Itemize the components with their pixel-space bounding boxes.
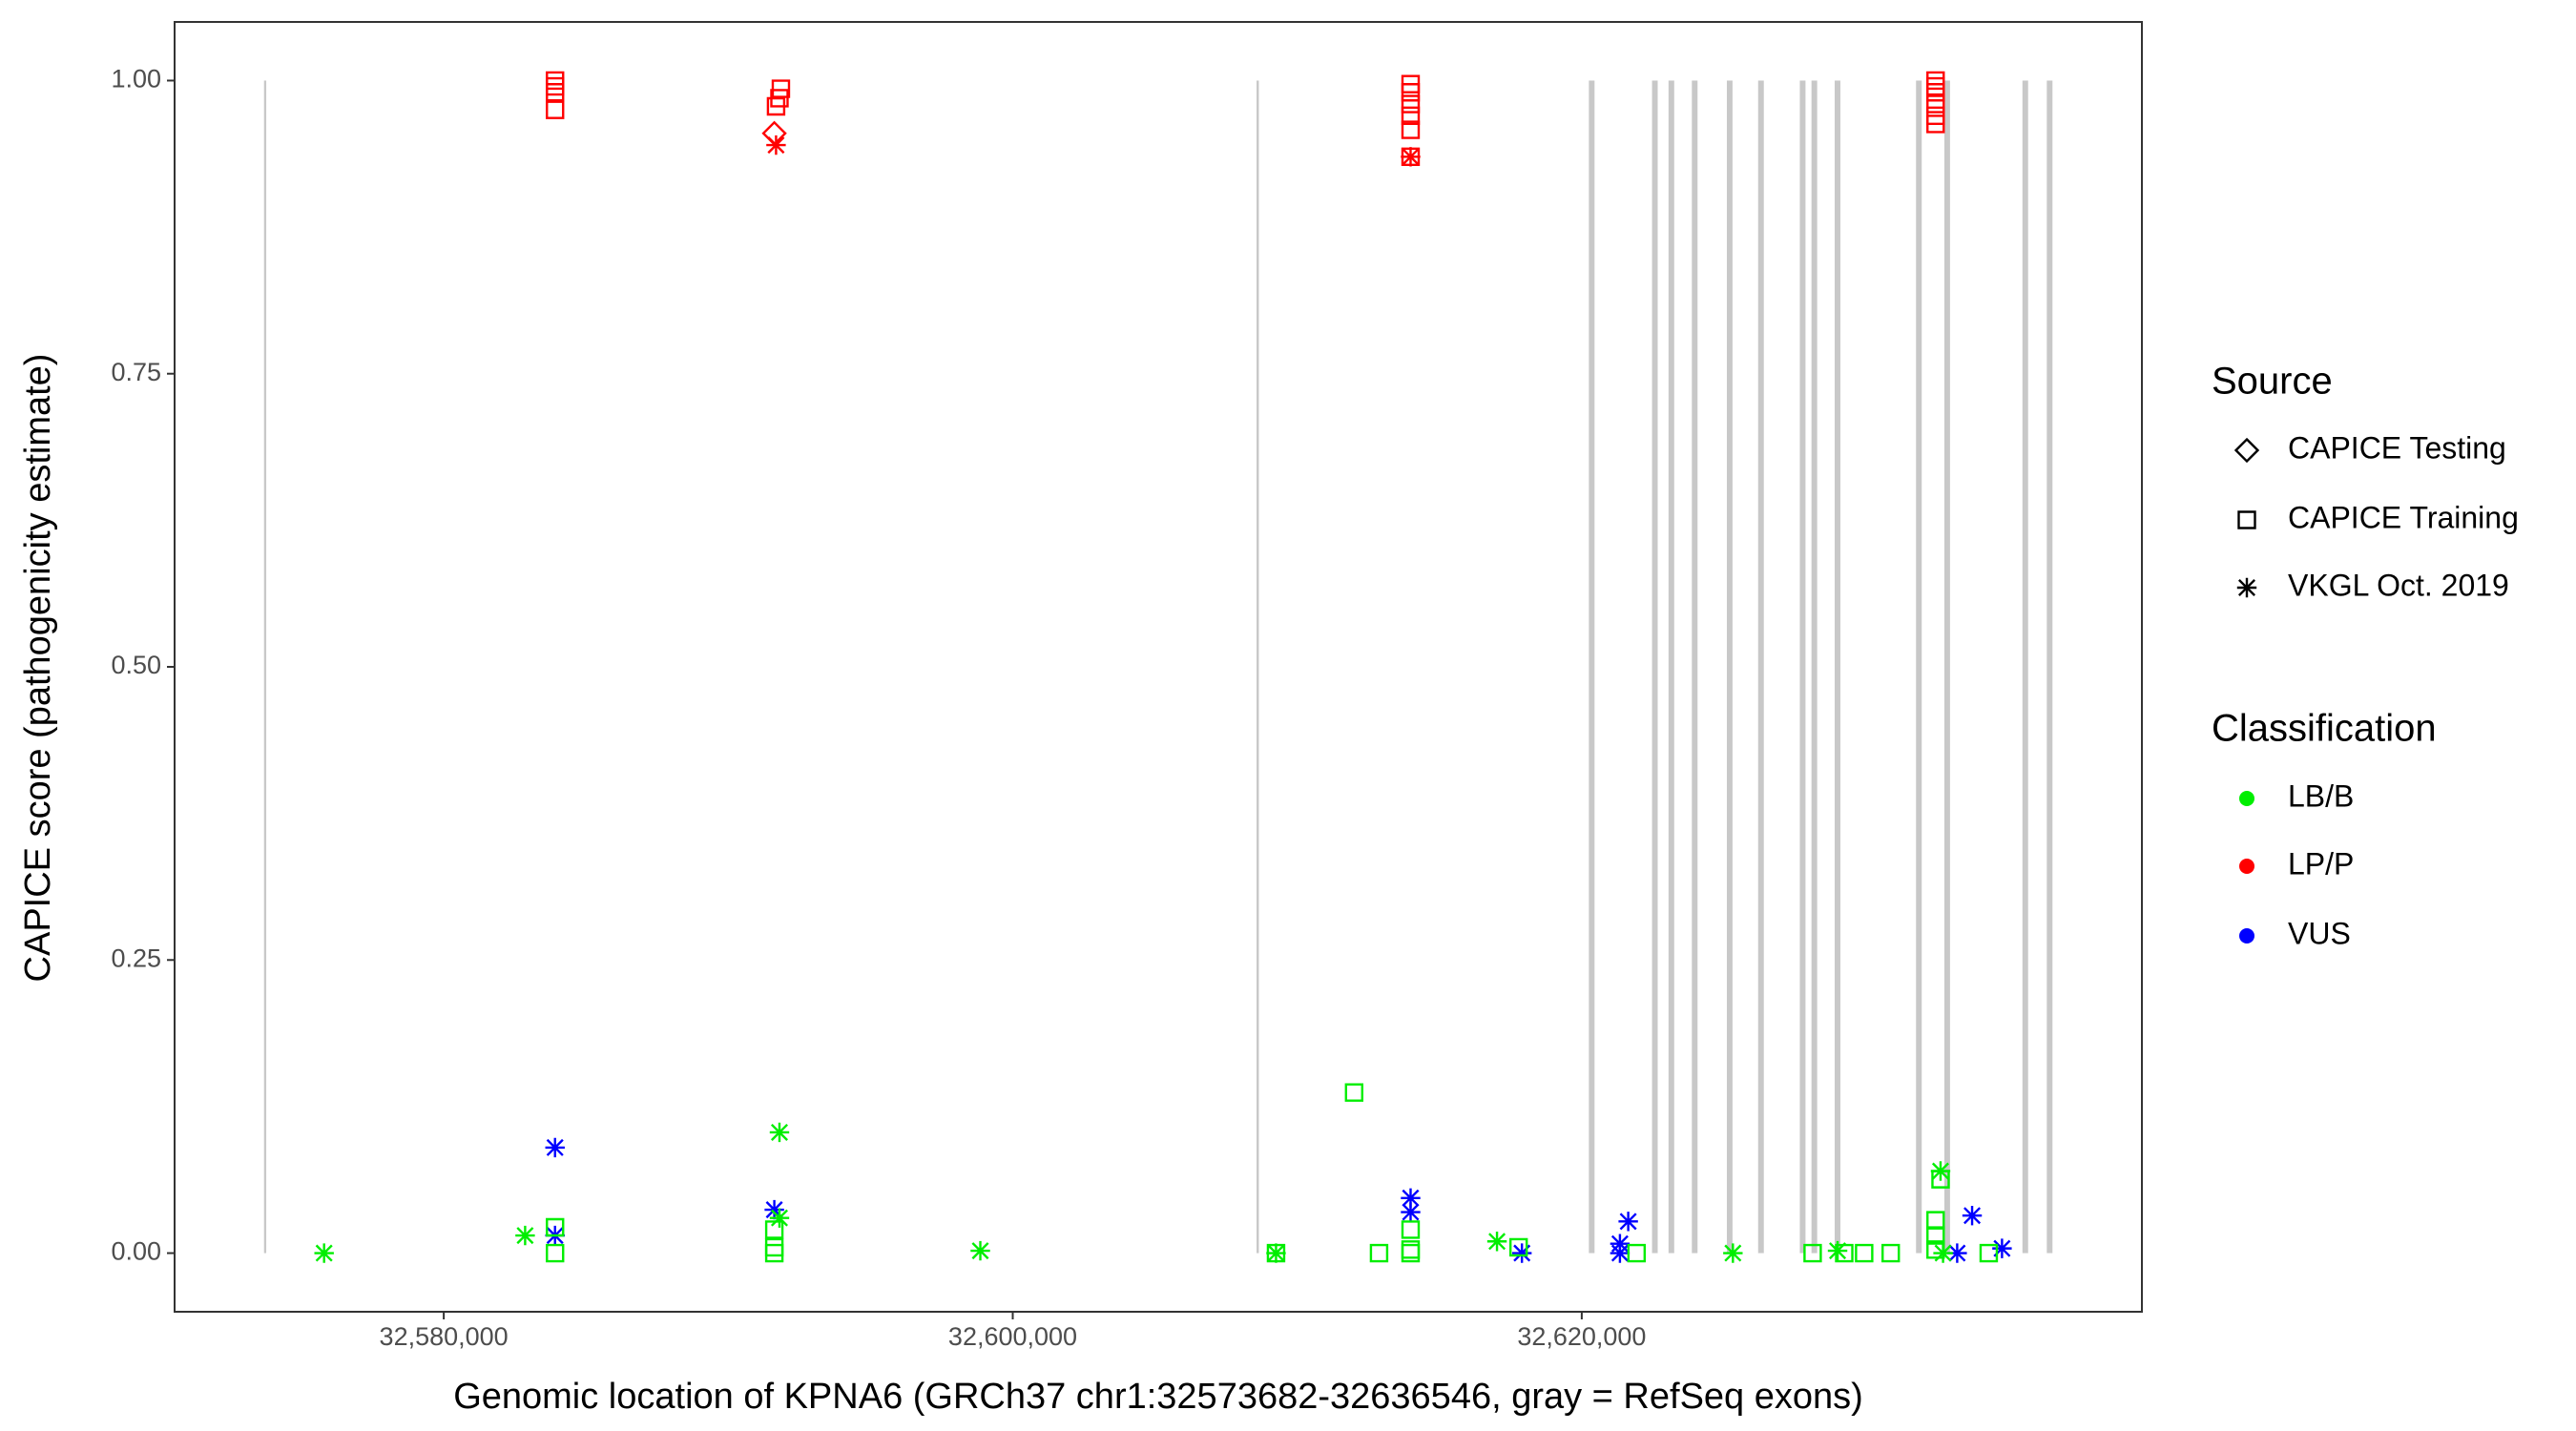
point [970, 1240, 990, 1261]
point [1947, 1243, 1967, 1263]
point [546, 71, 565, 91]
point [770, 89, 789, 108]
exon [1799, 80, 1806, 1254]
point [766, 135, 786, 156]
legend-label: LP/P [2288, 846, 2354, 881]
exon [2022, 80, 2028, 1254]
point [1508, 1237, 1528, 1257]
point [1401, 1243, 1421, 1263]
point [766, 96, 786, 116]
point [314, 1243, 334, 1263]
point [1401, 120, 1421, 139]
point [1511, 1243, 1532, 1263]
point [1401, 147, 1421, 167]
y-tick-label: 1.00 [111, 65, 161, 93]
point [1979, 1243, 1999, 1263]
exon [1589, 80, 1595, 1254]
point [1926, 76, 1945, 96]
exon [1943, 80, 1950, 1254]
exon [1257, 80, 1259, 1254]
point [1926, 114, 1945, 134]
point [546, 100, 565, 119]
y-tick-label: 0.75 [111, 358, 161, 386]
y-tick-label: 0.50 [111, 651, 161, 679]
point [1926, 94, 1945, 114]
point [1723, 1243, 1743, 1263]
x-axis-title: Genomic location of KPNA6 (GRCh37 chr1:3… [453, 1377, 1863, 1417]
point [1827, 1240, 1848, 1261]
point [764, 1220, 784, 1239]
point [761, 120, 787, 146]
legend-symbol [2239, 791, 2254, 806]
point [1610, 1243, 1631, 1263]
exon [2046, 80, 2053, 1254]
point [1369, 1243, 1389, 1263]
point [1344, 1083, 1364, 1102]
exon [1692, 80, 1698, 1254]
exon [1811, 80, 1818, 1254]
y-axis-title: CAPICE score (pathogenicity estimate) [18, 354, 58, 983]
point [771, 79, 791, 98]
legend-symbol [2237, 510, 2256, 529]
legend-symbol [2239, 859, 2254, 874]
exon [1668, 80, 1674, 1254]
point [1835, 1243, 1854, 1263]
point [1926, 83, 1945, 102]
point [1401, 94, 1421, 114]
point [515, 1225, 535, 1246]
point [1962, 1206, 1983, 1226]
point [1266, 1243, 1286, 1263]
x-tick-label: 32,580,000 [380, 1322, 509, 1351]
legend-title: Classification [2212, 708, 2437, 750]
point [1992, 1238, 2012, 1258]
legend-label: CAPICE Testing [2288, 430, 2506, 465]
point [1401, 1220, 1421, 1239]
point [1881, 1243, 1901, 1263]
point [1931, 1170, 1950, 1189]
point [1926, 1240, 1945, 1259]
point [1627, 1243, 1647, 1263]
x-tick-label: 32,600,000 [948, 1322, 1077, 1351]
y-tick-label: 0.25 [111, 944, 161, 972]
point [546, 1243, 565, 1263]
point [1926, 1211, 1945, 1230]
point [1401, 1202, 1421, 1222]
legend-symbol [2236, 577, 2257, 598]
legend-title: Source [2212, 361, 2333, 403]
legend-symbol [2233, 437, 2260, 464]
point [1401, 147, 1421, 167]
exon [1757, 80, 1764, 1254]
x-tick-label: 32,620,000 [1517, 1322, 1646, 1351]
point [764, 1237, 784, 1257]
point [1855, 1243, 1874, 1263]
exon [1916, 80, 1922, 1254]
point [1486, 1232, 1507, 1252]
exon [1834, 80, 1840, 1254]
point [546, 1217, 565, 1237]
point [1266, 1243, 1286, 1263]
point [545, 1137, 565, 1158]
point [1401, 1188, 1421, 1208]
plot-border [174, 21, 2143, 1313]
legend-label: VUS [2288, 916, 2351, 950]
point [764, 1199, 784, 1220]
legend-label: CAPICE Training [2288, 500, 2519, 534]
point [769, 1122, 790, 1143]
exon [1652, 80, 1658, 1254]
point [764, 1243, 784, 1263]
point [1618, 1212, 1638, 1232]
y-tick-label: 0.00 [111, 1237, 161, 1266]
legend-label: VKGL Oct. 2019 [2288, 568, 2509, 602]
point [546, 76, 565, 96]
exon [1726, 80, 1733, 1254]
point [1926, 71, 1945, 91]
point [1803, 1243, 1822, 1263]
legend-label: LB/B [2288, 778, 2354, 813]
point [769, 1208, 790, 1228]
point [546, 83, 565, 102]
legend-symbol [2239, 928, 2254, 944]
exon [263, 80, 267, 1254]
